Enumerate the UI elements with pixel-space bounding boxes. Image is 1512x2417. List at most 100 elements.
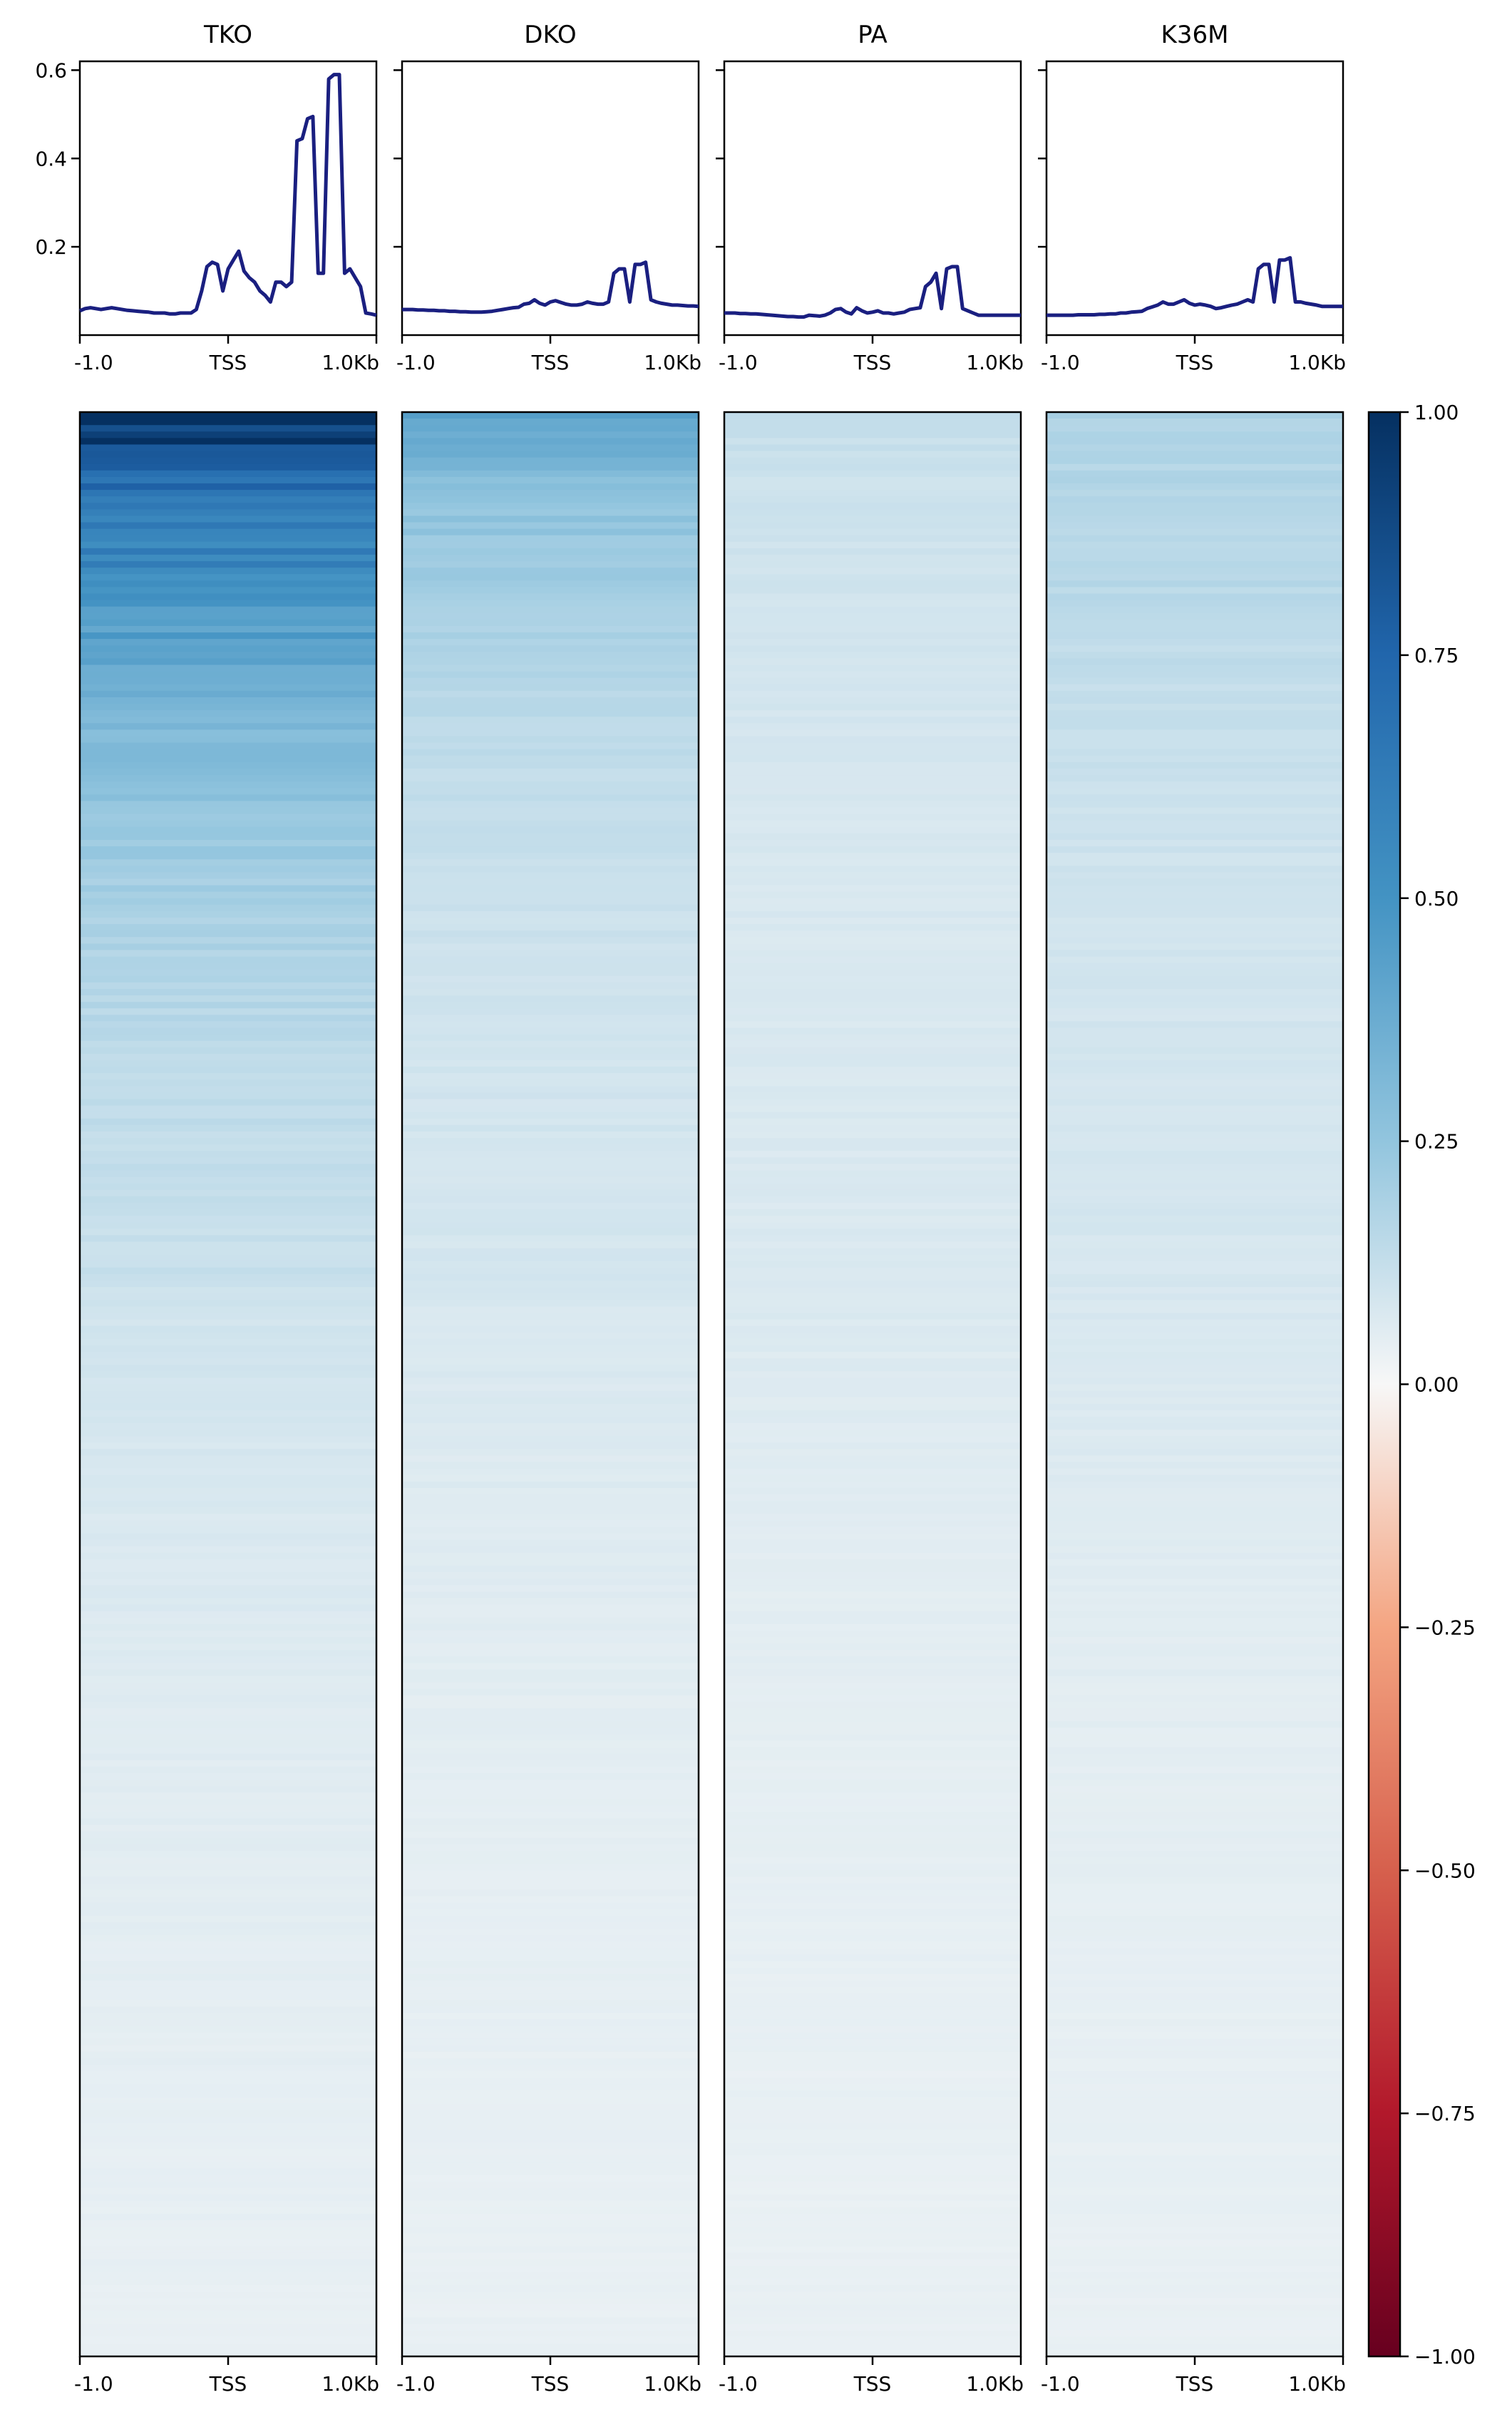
heatmap-row <box>80 2110 376 2118</box>
heatmap-row <box>80 904 376 912</box>
heatmap-row <box>1046 1825 1343 1832</box>
heatmap-row <box>80 1176 376 1184</box>
heatmap-row <box>402 2298 699 2305</box>
heatmap-row <box>724 1371 1021 1379</box>
heatmap-row <box>80 710 376 717</box>
heatmap-row <box>724 1073 1021 1080</box>
heatmap-row <box>402 2064 699 2072</box>
heatmap-row <box>402 2265 699 2273</box>
heatmap-row <box>80 1105 376 1113</box>
heatmap-row <box>80 580 376 588</box>
heatmap-row <box>80 1921 376 1929</box>
heatmap-row <box>402 1844 699 1852</box>
heatmap-row <box>80 1870 376 1877</box>
heatmap-row <box>724 2078 1021 2085</box>
heatmap-row <box>724 1974 1021 1981</box>
heatmap-row <box>402 1818 699 1826</box>
heatmap-row <box>402 1682 699 1690</box>
heatmap-row <box>402 2116 699 2124</box>
heatmap-row <box>402 2110 699 2118</box>
heatmap-row <box>402 1436 699 1443</box>
heatmap-row <box>80 697 376 704</box>
heatmap-row <box>402 904 699 912</box>
heatmap-row <box>402 717 699 724</box>
heatmap-row <box>724 1423 1021 1430</box>
heatmap-xtick-label: -1.0 <box>396 2372 436 2396</box>
heatmap-row <box>1046 2026 1343 2033</box>
heatmap-row <box>1046 2143 1343 2150</box>
heatmap-row <box>402 853 699 860</box>
heatmap-row <box>724 658 1021 666</box>
heatmap-row <box>80 2239 376 2247</box>
heatmap-row <box>80 574 376 581</box>
heatmap-row <box>724 639 1021 646</box>
heatmap-row <box>1046 723 1343 731</box>
heatmap-row <box>80 2298 376 2305</box>
heatmap-row <box>80 989 376 996</box>
heatmap-row <box>1046 2272 1343 2279</box>
heatmap-row <box>1046 801 1343 809</box>
heatmap-row <box>724 788 1021 795</box>
heatmap-row <box>80 1325 376 1333</box>
profile-frame <box>1045 60 1344 337</box>
heatmap-row <box>1046 781 1343 789</box>
heatmap-row <box>724 1604 1021 1612</box>
heatmap-row <box>402 1779 699 1787</box>
heatmap-row <box>1046 2278 1343 2286</box>
heatmap-row <box>1046 1974 1343 1981</box>
heatmap-row <box>724 853 1021 860</box>
heatmap-row <box>402 885 699 893</box>
heatmap-row <box>80 2304 376 2311</box>
heatmap-row <box>402 1053 699 1061</box>
heatmap-row <box>402 2051 699 2059</box>
heatmap-row <box>80 1929 376 1936</box>
heatmap-row <box>80 606 376 614</box>
heatmap-row <box>724 1079 1021 1087</box>
heatmap-row <box>402 1112 699 1119</box>
heatmap-row <box>1046 1131 1343 1139</box>
heatmap-xtick-label: TSS <box>531 2372 570 2396</box>
profile-frame <box>401 60 700 337</box>
heatmap-row <box>402 496 699 503</box>
colorbar-tick-label: 0.25 <box>1414 1130 1459 1154</box>
heatmap-row <box>724 2064 1021 2072</box>
heatmap-row <box>724 2227 1021 2234</box>
heatmap-row <box>402 950 699 958</box>
heatmap-row <box>402 1701 699 1709</box>
heatmap-row <box>1046 839 1343 847</box>
profile-xtick-label: TSS <box>853 351 892 374</box>
profile-xtick-label: -1.0 <box>74 351 113 374</box>
heatmap-row <box>724 2116 1021 2124</box>
heatmap-row <box>80 2026 376 2033</box>
heatmap-row <box>80 2292 376 2299</box>
colorbar-tick-label: −1.00 <box>1414 2345 1476 2369</box>
heatmap-row <box>402 1222 699 1229</box>
heatmap-row <box>1046 904 1343 912</box>
heatmap-row <box>1046 1345 1343 1353</box>
heatmap-row <box>80 1248 376 1256</box>
heatmap-row <box>1046 1715 1343 1722</box>
heatmap-row <box>1046 1060 1343 1067</box>
panel-title: PA <box>858 21 888 49</box>
heatmap-row <box>80 490 376 497</box>
heatmap-row <box>80 1403 376 1411</box>
heatmap-row <box>1046 1281 1343 1288</box>
heatmap-row <box>402 1325 699 1333</box>
heatmap-row <box>1046 1877 1343 1884</box>
heatmap-row <box>80 463 376 471</box>
heatmap-row <box>1046 1870 1343 1877</box>
profile-line <box>724 265 1021 319</box>
heatmap-row <box>402 1267 699 1275</box>
heatmap-row <box>402 470 699 478</box>
panel-3: K36M -1.0 TSS 1.0Kb -1.0 TSS 1.0Kb <box>1038 21 1346 2396</box>
heatmap-row <box>80 2058 376 2066</box>
heatmap-row <box>724 2214 1021 2221</box>
heatmap-row <box>402 742 699 750</box>
heatmap-row <box>724 1715 1021 1722</box>
heatmap-row <box>402 1455 699 1463</box>
heatmap-row <box>80 2155 376 2162</box>
heatmap-row <box>80 918 376 925</box>
heatmap-row <box>402 846 699 853</box>
heatmap-row <box>80 1390 376 1398</box>
heatmap-row <box>80 1151 376 1158</box>
